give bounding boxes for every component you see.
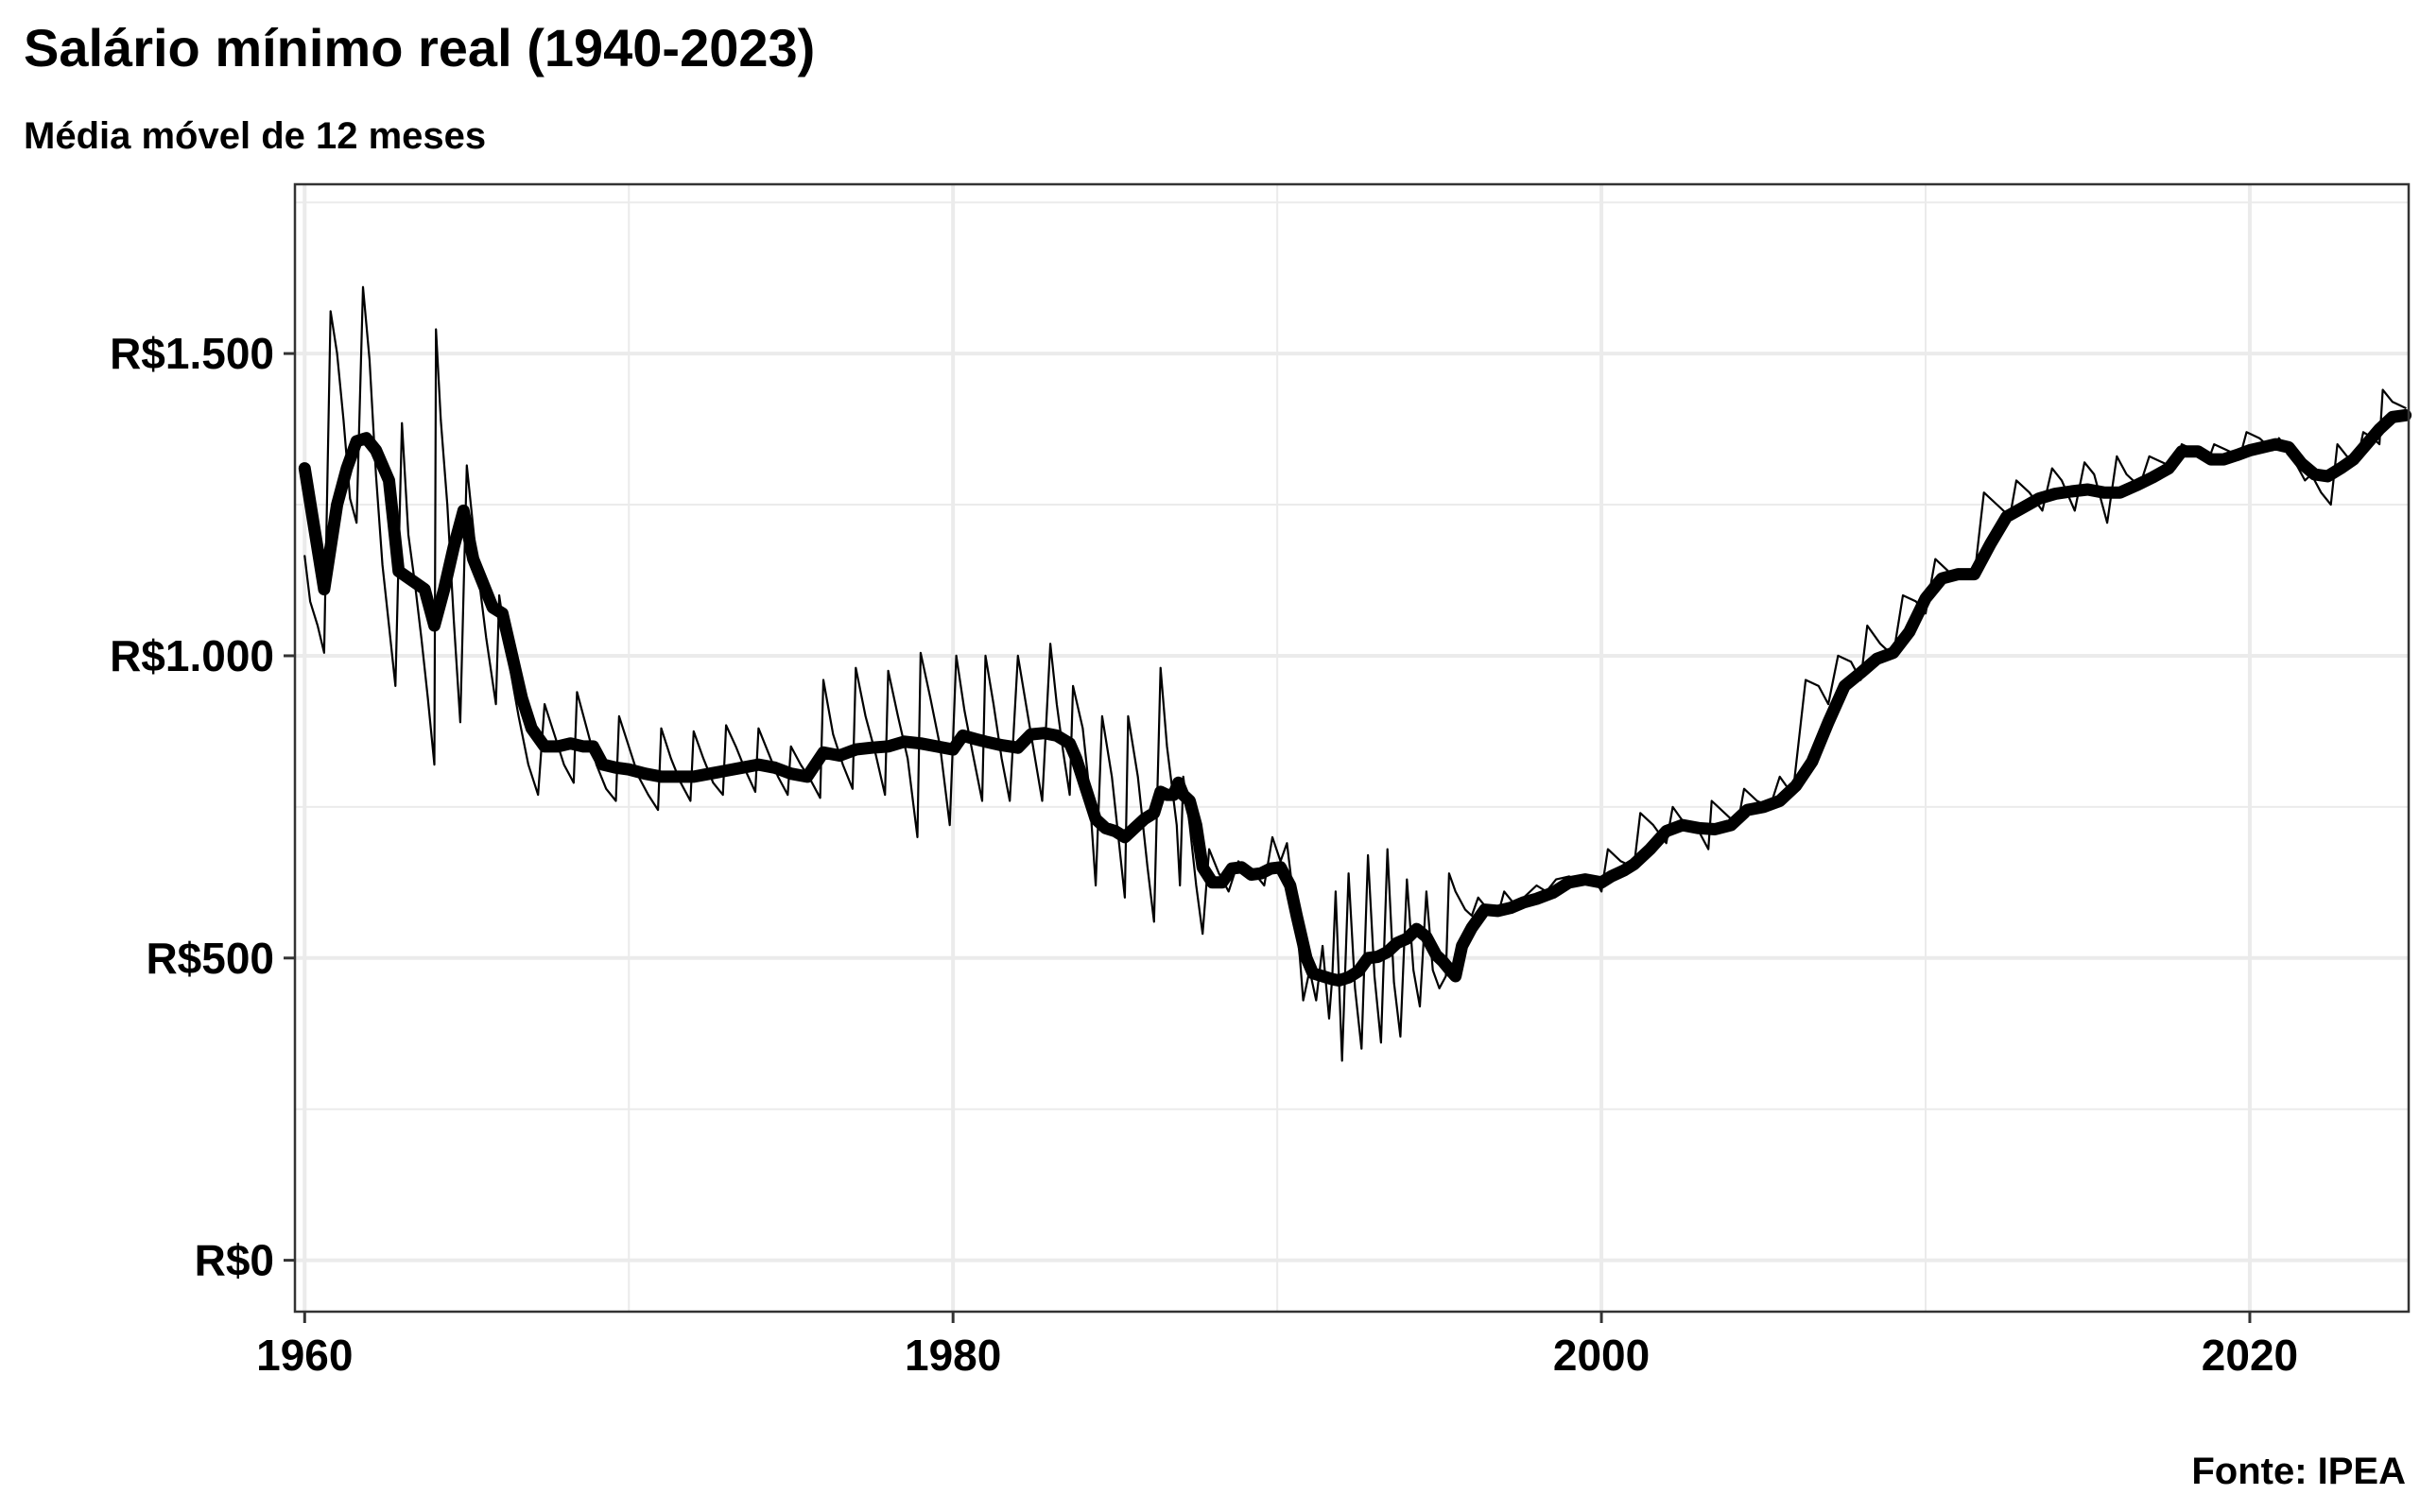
series-layer: [298, 285, 2412, 1062]
x-tick-label: 2020: [2202, 1331, 2298, 1380]
chart-subtitle: Média móvel de 12 meses: [24, 115, 487, 157]
y-tick-label: R$0: [195, 1236, 274, 1285]
x-tick-label: 1980: [905, 1331, 1001, 1380]
panel-border: [293, 182, 2411, 1314]
minor-gridlines: [295, 184, 2409, 1312]
chart-title: Salário mínimo real (1940-2023): [24, 18, 816, 77]
y-tick-label: R$1.000: [110, 631, 274, 680]
chart-caption: Fonte: IPEA: [2191, 1451, 2406, 1492]
y-tick-label: R$500: [146, 934, 274, 983]
series-line-monthly: [303, 285, 2407, 1062]
axis-tick-labels: R$0 R$500 R$1.000 R$1.500 1960 1980 2000 2020: [110, 329, 2298, 1380]
axis-ticks: [284, 352, 2252, 1323]
series-line-moving-average: [298, 408, 2412, 987]
x-tick-label: 1960: [256, 1331, 353, 1380]
major-gridlines: [295, 184, 2409, 1312]
y-tick-label: R$1.500: [110, 329, 274, 378]
x-tick-label: 2000: [1553, 1331, 1650, 1380]
